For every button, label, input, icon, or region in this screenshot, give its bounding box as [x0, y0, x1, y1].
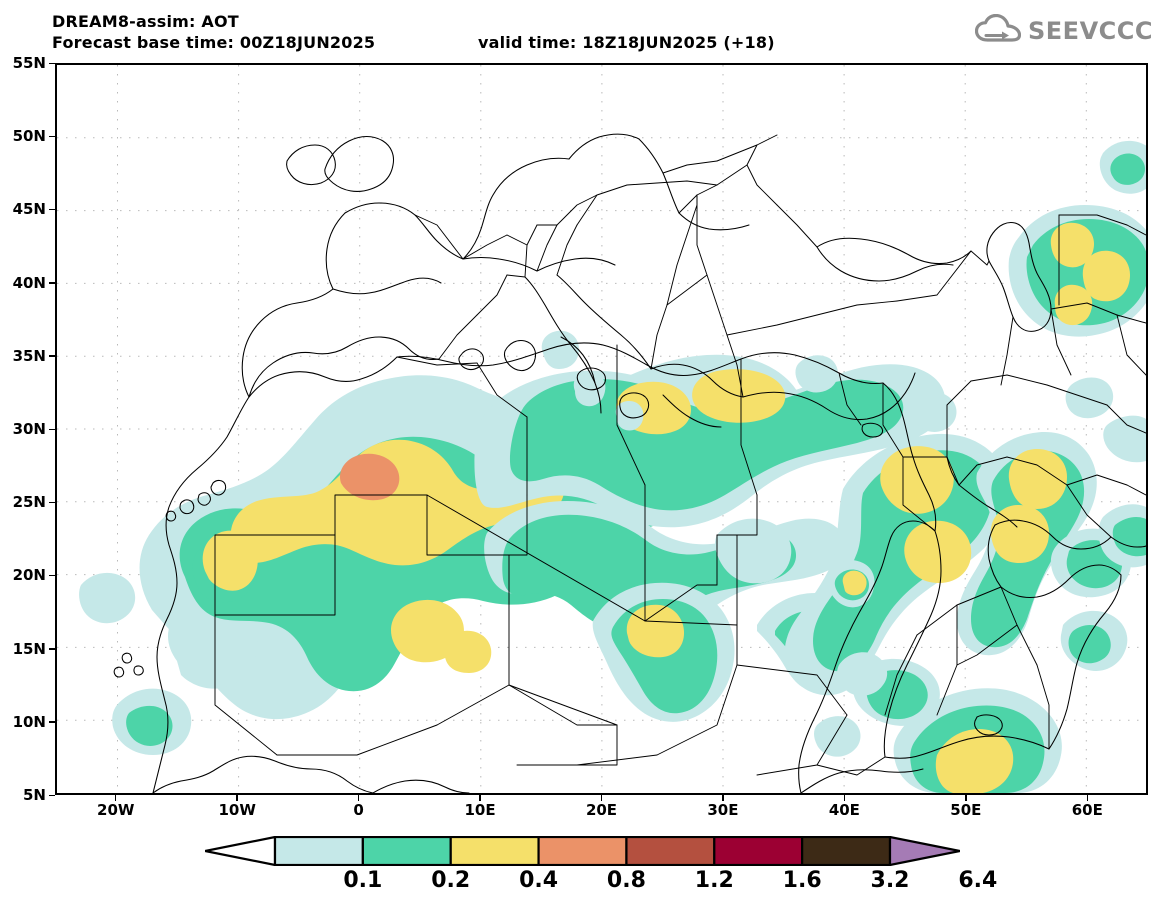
y-tick-mark	[49, 574, 55, 577]
base-time-label: Forecast base time: 00Z18JUN2025	[52, 33, 376, 52]
aot-contour-fills	[79, 140, 1146, 793]
x-tick-label: 20W	[97, 801, 135, 819]
y-tick-label: 55N	[12, 54, 46, 72]
y-tick-mark	[49, 648, 55, 650]
colorbar-over-tip	[888, 836, 960, 866]
colorbar-tick-label: 6.4	[958, 868, 998, 893]
y-tick-mark	[49, 794, 55, 796]
logo-text: SEEVCCC	[1028, 17, 1153, 45]
x-tick-mark	[965, 795, 967, 801]
x-tick-mark	[114, 795, 117, 801]
y-tick-mark	[49, 428, 55, 430]
colorbar-segment[interactable]	[449, 836, 540, 866]
map-canvas	[57, 65, 1146, 793]
y-tick-mark	[49, 355, 55, 357]
y-tick-mark	[49, 208, 55, 211]
y-tick-mark	[49, 62, 55, 64]
colorbar[interactable]: 0.1 0.2 0.4 0.8 1.2 1.6 3.2 6.4	[0, 836, 1165, 898]
y-tick-label: 45N	[12, 200, 46, 219]
y-tick-mark	[49, 501, 55, 504]
x-tick-label: 60E	[1071, 801, 1103, 819]
valid-time-label: valid time: 18Z18JUN2025 (+18)	[478, 33, 775, 52]
x-tick-label: 30E	[707, 801, 739, 819]
colorbar-segment[interactable]	[361, 836, 452, 866]
y-tick-label: 50N	[12, 127, 46, 146]
colorbar-segment[interactable]	[713, 836, 804, 866]
y-tick-label: 15N	[12, 639, 46, 658]
model-title: DREAM8-assim: AOT	[52, 12, 239, 31]
colorbar-segment[interactable]	[273, 836, 364, 866]
y-tick-label: 10N	[12, 712, 46, 731]
x-tick-label: 50E	[950, 801, 982, 819]
x-tick-label: 0	[353, 801, 364, 819]
colorbar-segment[interactable]	[537, 836, 628, 866]
colorbar-tick-label: 1.6	[782, 868, 822, 893]
y-tick-label: 35N	[12, 346, 46, 365]
y-tick-mark	[49, 282, 55, 284]
y-tick-label: 20N	[12, 566, 46, 585]
y-tick-mark	[49, 721, 55, 723]
x-tick-mark	[357, 795, 360, 801]
colorbar-segment[interactable]	[625, 836, 716, 866]
coastlines-and-borders	[113, 133, 1146, 793]
y-tick-label: 25N	[12, 493, 46, 512]
x-tick-mark	[236, 795, 238, 801]
x-tick-label: 10E	[464, 801, 496, 819]
x-tick-mark	[600, 795, 603, 801]
colorbar-tick-label: 0.4	[519, 868, 559, 893]
x-tick-mark	[1086, 795, 1089, 801]
cloud-arrow-icon	[974, 13, 1022, 48]
x-tick-label: 20E	[585, 801, 618, 819]
colorbar-swatches[interactable]	[205, 836, 960, 866]
map-plot-area[interactable]	[55, 63, 1148, 795]
x-tick-label: 40E	[828, 801, 860, 819]
y-tick-label: 40N	[12, 273, 46, 292]
colorbar-tick-label: 0.1	[343, 868, 383, 893]
y-tick-mark	[49, 135, 55, 138]
colorbar-tick-label: 0.8	[606, 868, 646, 893]
y-tick-label: 5N	[23, 786, 46, 804]
x-tick-label: 10W	[218, 801, 256, 819]
x-tick-mark	[843, 795, 846, 801]
colorbar-segment[interactable]	[801, 836, 892, 866]
x-tick-mark	[479, 795, 481, 801]
y-tick-label: 30N	[12, 420, 46, 438]
x-tick-mark	[722, 795, 724, 801]
seevccc-logo: SEEVCCC	[974, 13, 1153, 48]
colorbar-tick-label: 0.2	[431, 868, 471, 893]
colorbar-tick-label: 3.2	[870, 868, 910, 893]
colorbar-under-tip	[205, 836, 277, 866]
colorbar-tick-label: 1.2	[694, 868, 734, 893]
